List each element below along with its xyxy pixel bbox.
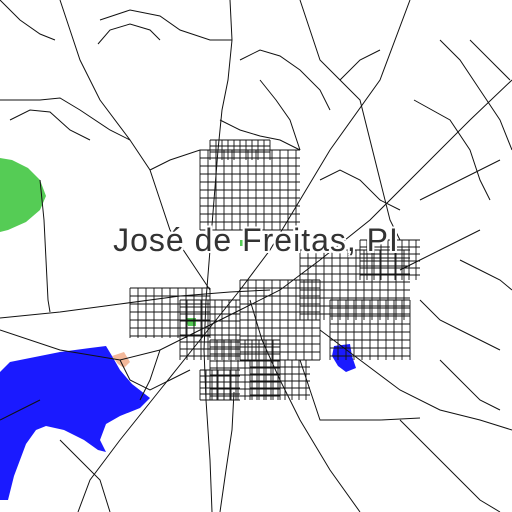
park-patch [240,240,248,246]
park-patch [186,318,196,326]
city-label: José de Freitas, PI [113,222,399,258]
park-area [0,158,46,232]
lake [0,346,150,500]
town-grid [129,139,420,401]
